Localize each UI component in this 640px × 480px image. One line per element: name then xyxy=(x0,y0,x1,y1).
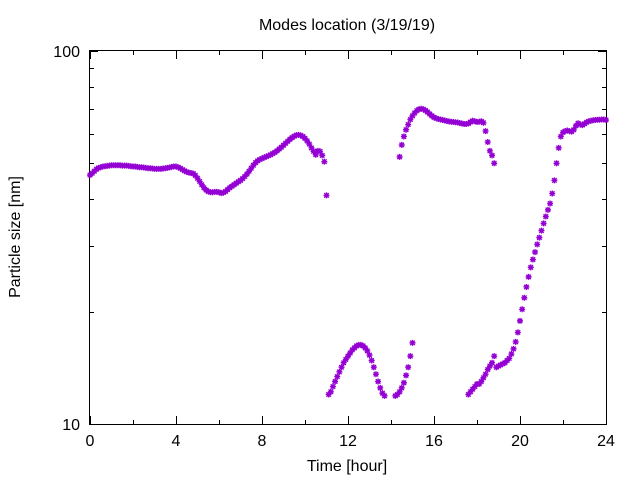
x-axis-label: Time [hour] xyxy=(307,458,387,475)
data-point xyxy=(570,126,577,133)
data-point xyxy=(512,338,519,345)
data-point xyxy=(327,388,334,395)
data-point xyxy=(403,126,410,133)
data-point xyxy=(405,364,412,371)
data-points xyxy=(87,105,609,399)
data-point xyxy=(396,153,403,160)
data-point xyxy=(342,356,349,363)
data-point xyxy=(407,116,414,123)
data-point xyxy=(364,347,371,354)
data-point xyxy=(532,249,539,256)
data-point xyxy=(551,177,558,184)
data-point xyxy=(525,273,532,280)
data-point xyxy=(312,151,319,158)
data-point xyxy=(400,379,407,386)
data-point xyxy=(484,366,491,373)
x-tick-label: 20 xyxy=(511,433,529,450)
x-tick-label: 12 xyxy=(339,433,357,450)
data-point xyxy=(484,139,491,146)
data-point xyxy=(536,234,543,241)
data-point xyxy=(486,147,493,154)
data-point xyxy=(306,141,313,148)
data-point xyxy=(523,283,530,290)
data-point xyxy=(338,364,345,371)
data-point xyxy=(514,329,521,336)
data-point xyxy=(508,351,515,358)
data-point xyxy=(517,317,523,324)
data-point xyxy=(506,355,513,362)
data-point xyxy=(489,152,496,159)
data-point xyxy=(482,128,489,135)
chart-title: Modes location (3/19/19) xyxy=(259,17,435,34)
data-point xyxy=(398,384,405,391)
data-point xyxy=(534,241,541,248)
x-tick-label: 24 xyxy=(597,433,615,450)
data-point xyxy=(557,133,564,140)
data-point xyxy=(478,378,485,385)
data-point xyxy=(409,339,416,346)
y-axis-label: Particle size [nm] xyxy=(7,176,24,298)
data-point xyxy=(323,192,330,199)
data-point xyxy=(553,160,560,167)
data-point xyxy=(489,359,496,366)
x-tick-label: 4 xyxy=(172,433,181,450)
x-tick-label: 16 xyxy=(425,433,443,450)
data-point xyxy=(549,190,556,197)
data-point xyxy=(491,160,498,167)
data-point xyxy=(317,148,324,155)
data-point xyxy=(603,117,609,124)
data-point xyxy=(486,363,493,370)
data-point xyxy=(405,121,412,128)
data-point xyxy=(540,220,547,227)
data-point xyxy=(334,373,341,380)
data-point xyxy=(377,384,384,391)
plot-frame xyxy=(89,50,607,425)
data-point xyxy=(529,256,536,263)
data-point xyxy=(480,374,487,381)
data-point xyxy=(542,213,549,220)
data-point xyxy=(329,383,336,390)
data-point xyxy=(332,378,339,385)
data-point xyxy=(547,200,554,207)
data-point xyxy=(544,206,551,213)
data-point xyxy=(403,372,410,379)
axis-ticks xyxy=(90,51,607,425)
data-point xyxy=(510,345,517,352)
data-point xyxy=(407,353,414,360)
data-point xyxy=(194,175,201,182)
data-point xyxy=(375,378,382,385)
data-point xyxy=(196,178,203,185)
data-point xyxy=(366,352,373,359)
x-tick-label: 0 xyxy=(86,433,95,450)
data-point xyxy=(521,294,528,301)
data-point xyxy=(340,359,347,366)
data-point xyxy=(398,141,405,148)
data-point xyxy=(538,227,545,234)
data-point xyxy=(400,133,407,140)
data-point xyxy=(368,357,375,364)
data-point xyxy=(336,368,343,375)
y-tick-label: 10 xyxy=(62,417,80,434)
data-point xyxy=(480,119,487,126)
data-point xyxy=(491,353,498,360)
data-point xyxy=(319,152,326,159)
data-point xyxy=(345,353,351,360)
y-tick-label: 100 xyxy=(53,44,80,61)
data-point xyxy=(396,388,403,395)
data-point xyxy=(308,144,315,151)
data-point xyxy=(519,306,526,313)
data-point xyxy=(372,371,379,378)
data-point xyxy=(310,148,317,155)
x-tick-label: 8 xyxy=(258,433,267,450)
data-point xyxy=(370,364,377,371)
tick-labels: 0 4 8 12 16 20 24 10 100 xyxy=(53,44,615,450)
data-point xyxy=(527,264,534,271)
data-point xyxy=(321,158,328,165)
data-point xyxy=(482,371,489,378)
data-point xyxy=(381,392,388,399)
data-point xyxy=(555,144,562,151)
